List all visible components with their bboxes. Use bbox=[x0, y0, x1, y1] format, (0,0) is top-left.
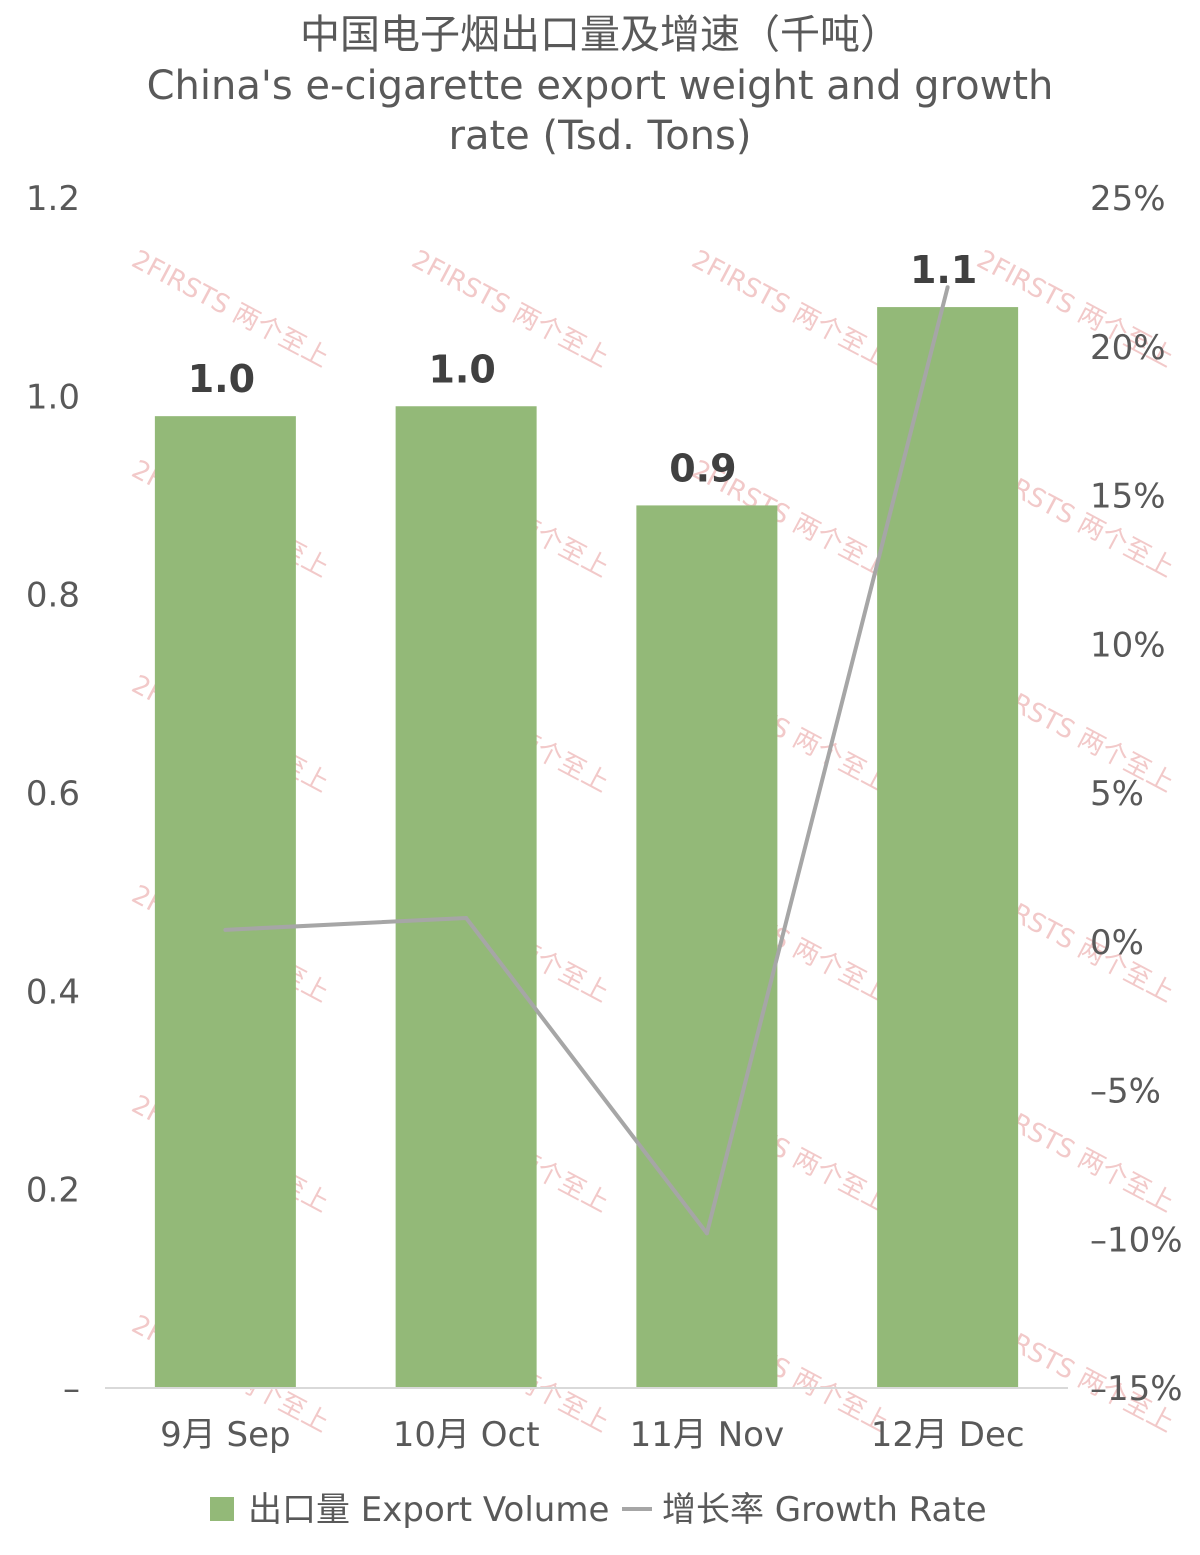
right-tick-label: 15% bbox=[1090, 477, 1166, 517]
bar-export-volume bbox=[395, 406, 537, 1388]
right-tick-label: 0% bbox=[1090, 923, 1144, 963]
right-tick-label: 25% bbox=[1090, 179, 1166, 219]
chart-title-cn: 中国电子烟出口量及增速（千吨） bbox=[300, 12, 900, 58]
bar-export-volume bbox=[877, 307, 1019, 1388]
growth-line-series bbox=[223, 285, 950, 1236]
left-tick-label: 1.0 bbox=[26, 377, 80, 417]
bar-data-labels: 1.0 1.0 0.9 1.1 bbox=[188, 248, 978, 490]
bar-data-label: 0.9 bbox=[669, 446, 736, 490]
left-tick-label: 1.2 bbox=[26, 179, 80, 219]
growth-rate-point bbox=[464, 915, 469, 920]
bar-data-label: 1.0 bbox=[428, 347, 495, 391]
right-tick-label: 5% bbox=[1090, 774, 1144, 814]
bar-series bbox=[154, 307, 1019, 1389]
right-axis-ticks: –15% –10% –5% 0% 5% 10% 15% 20% 25% bbox=[1090, 179, 1183, 1409]
right-tick-label: 20% bbox=[1090, 328, 1166, 368]
category-label: 10月 Oct bbox=[393, 1415, 540, 1455]
growth-rate-point bbox=[945, 285, 950, 290]
left-tick-label: – bbox=[63, 1369, 80, 1409]
watermark-text: 2FIRSTS 两个至上 bbox=[687, 245, 894, 374]
left-tick-label: 0.2 bbox=[26, 1171, 80, 1211]
chart-title-en-line2: rate (Tsd. Tons) bbox=[449, 113, 752, 159]
left-tick-label: 0.6 bbox=[26, 774, 80, 814]
category-labels: 9月 Sep 10月 Oct 11月 Nov 12月 Dec bbox=[160, 1415, 1024, 1455]
chart-title-en-line1: China's e-cigarette export weight and gr… bbox=[147, 63, 1054, 109]
left-axis-ticks: – 0.2 0.4 0.6 0.8 1.0 1.2 bbox=[26, 179, 80, 1409]
category-label: 9月 Sep bbox=[160, 1415, 291, 1455]
left-tick-label: 0.4 bbox=[26, 972, 80, 1012]
right-tick-label: –15% bbox=[1090, 1369, 1183, 1409]
right-tick-label: –10% bbox=[1090, 1220, 1183, 1260]
growth-rate-line bbox=[225, 286, 950, 1236]
watermark-text: 2FIRSTS 两个至上 bbox=[127, 245, 334, 374]
category-label: 11月 Nov bbox=[630, 1415, 784, 1455]
bar-data-label: 1.0 bbox=[188, 357, 255, 401]
legend-label-growth-rate: 增长率 Growth Rate bbox=[662, 1490, 987, 1530]
bar-data-label: 1.1 bbox=[910, 248, 977, 292]
left-tick-label: 0.8 bbox=[26, 576, 80, 616]
growth-rate-point bbox=[223, 927, 228, 932]
bar-export-volume bbox=[154, 416, 296, 1389]
legend-label-export-volume: 出口量 Export Volume bbox=[248, 1490, 609, 1530]
right-tick-label: 10% bbox=[1090, 625, 1166, 665]
bar-export-volume bbox=[636, 505, 778, 1389]
growth-rate-point bbox=[704, 1231, 709, 1236]
right-tick-label: –5% bbox=[1090, 1072, 1161, 1112]
legend: 出口量 Export Volume 增长率 Growth Rate bbox=[210, 1490, 987, 1530]
category-label: 12月 Dec bbox=[871, 1415, 1025, 1455]
legend-swatch-export-volume bbox=[210, 1497, 234, 1521]
